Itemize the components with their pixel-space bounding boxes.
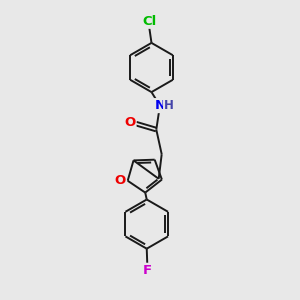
Text: N: N (154, 99, 166, 112)
Text: F: F (143, 264, 152, 277)
Text: O: O (115, 174, 126, 187)
Text: H: H (164, 99, 174, 112)
Text: Cl: Cl (142, 15, 156, 28)
Text: O: O (124, 116, 136, 129)
